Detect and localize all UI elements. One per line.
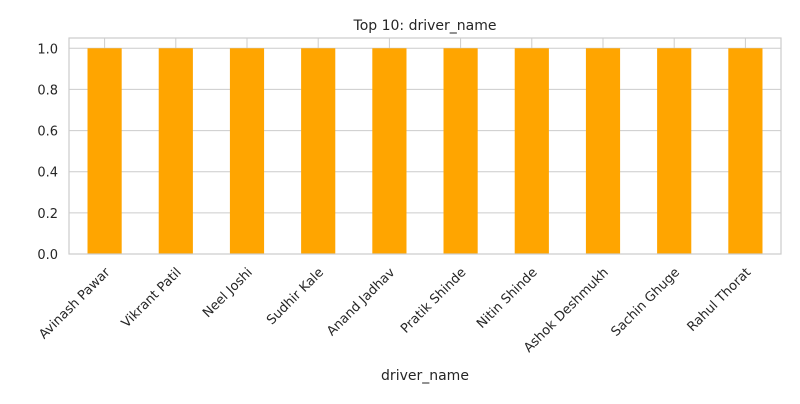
bar [728, 48, 763, 255]
plot-frame [68, 37, 782, 255]
x-axis-label: driver_name [381, 368, 469, 384]
bar [657, 48, 692, 255]
y-tick-label: 0.2 [37, 207, 58, 222]
chart-title: Top 10: driver_name [353, 18, 497, 34]
x-tick-label: Pratik Shinde [398, 265, 469, 336]
x-tick-label: Nitin Shinde [474, 265, 540, 331]
bar [514, 48, 549, 255]
x-tick-label: Anand Jadhav [324, 265, 398, 339]
bar [585, 48, 621, 255]
bars-layer [87, 48, 763, 255]
y-tick-label: 0.4 [37, 166, 58, 181]
bar [372, 48, 407, 255]
y-tick-label: 0.6 [37, 125, 58, 140]
y-tick-label: 0.8 [37, 83, 58, 98]
bar [87, 48, 122, 255]
axes-layer [68, 37, 782, 255]
bar [158, 48, 193, 255]
y-tick-labels: 0.0 0.2 0.4 0.6 0.8 1.0 [37, 42, 58, 263]
x-tick-label: Avinash Pawar [36, 265, 114, 343]
bar [229, 48, 265, 255]
x-tick-label: Rahul Thorat [685, 265, 755, 335]
y-tick-label: 1.0 [37, 42, 58, 57]
bar [301, 48, 336, 255]
x-tick-labels: Avinash Pawar Vikrant Patil Neel Joshi Sudh… [36, 265, 754, 356]
bar [443, 48, 478, 255]
x-tick-label: Sudhir Kale [264, 265, 327, 328]
x-tick-label: Sachin Ghuge [609, 265, 684, 340]
y-tick-label: 0.0 [37, 248, 58, 263]
x-tick-label: Vikrant Patil [119, 265, 185, 331]
x-tick-label: Neel Joshi [200, 265, 256, 321]
